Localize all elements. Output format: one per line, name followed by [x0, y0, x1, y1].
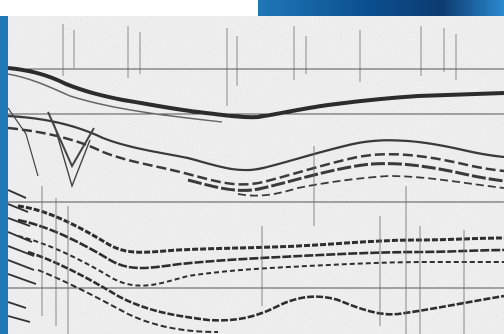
reflector-band-2 — [8, 114, 504, 197]
grid-lines — [8, 68, 504, 289]
seafloor-shadow — [8, 73, 223, 123]
vertical-streaks — [41, 146, 465, 334]
seismic-panel — [0, 16, 504, 334]
trace-ticks — [62, 24, 457, 106]
v-feature — [8, 107, 95, 189]
top-right-blue-band — [258, 0, 504, 16]
noise-overlay — [8, 16, 504, 334]
seismic-image — [8, 16, 504, 334]
deep-reflectors — [17, 204, 504, 333]
seafloor-reflector — [8, 66, 504, 120]
left-edge-hatching — [8, 189, 37, 323]
